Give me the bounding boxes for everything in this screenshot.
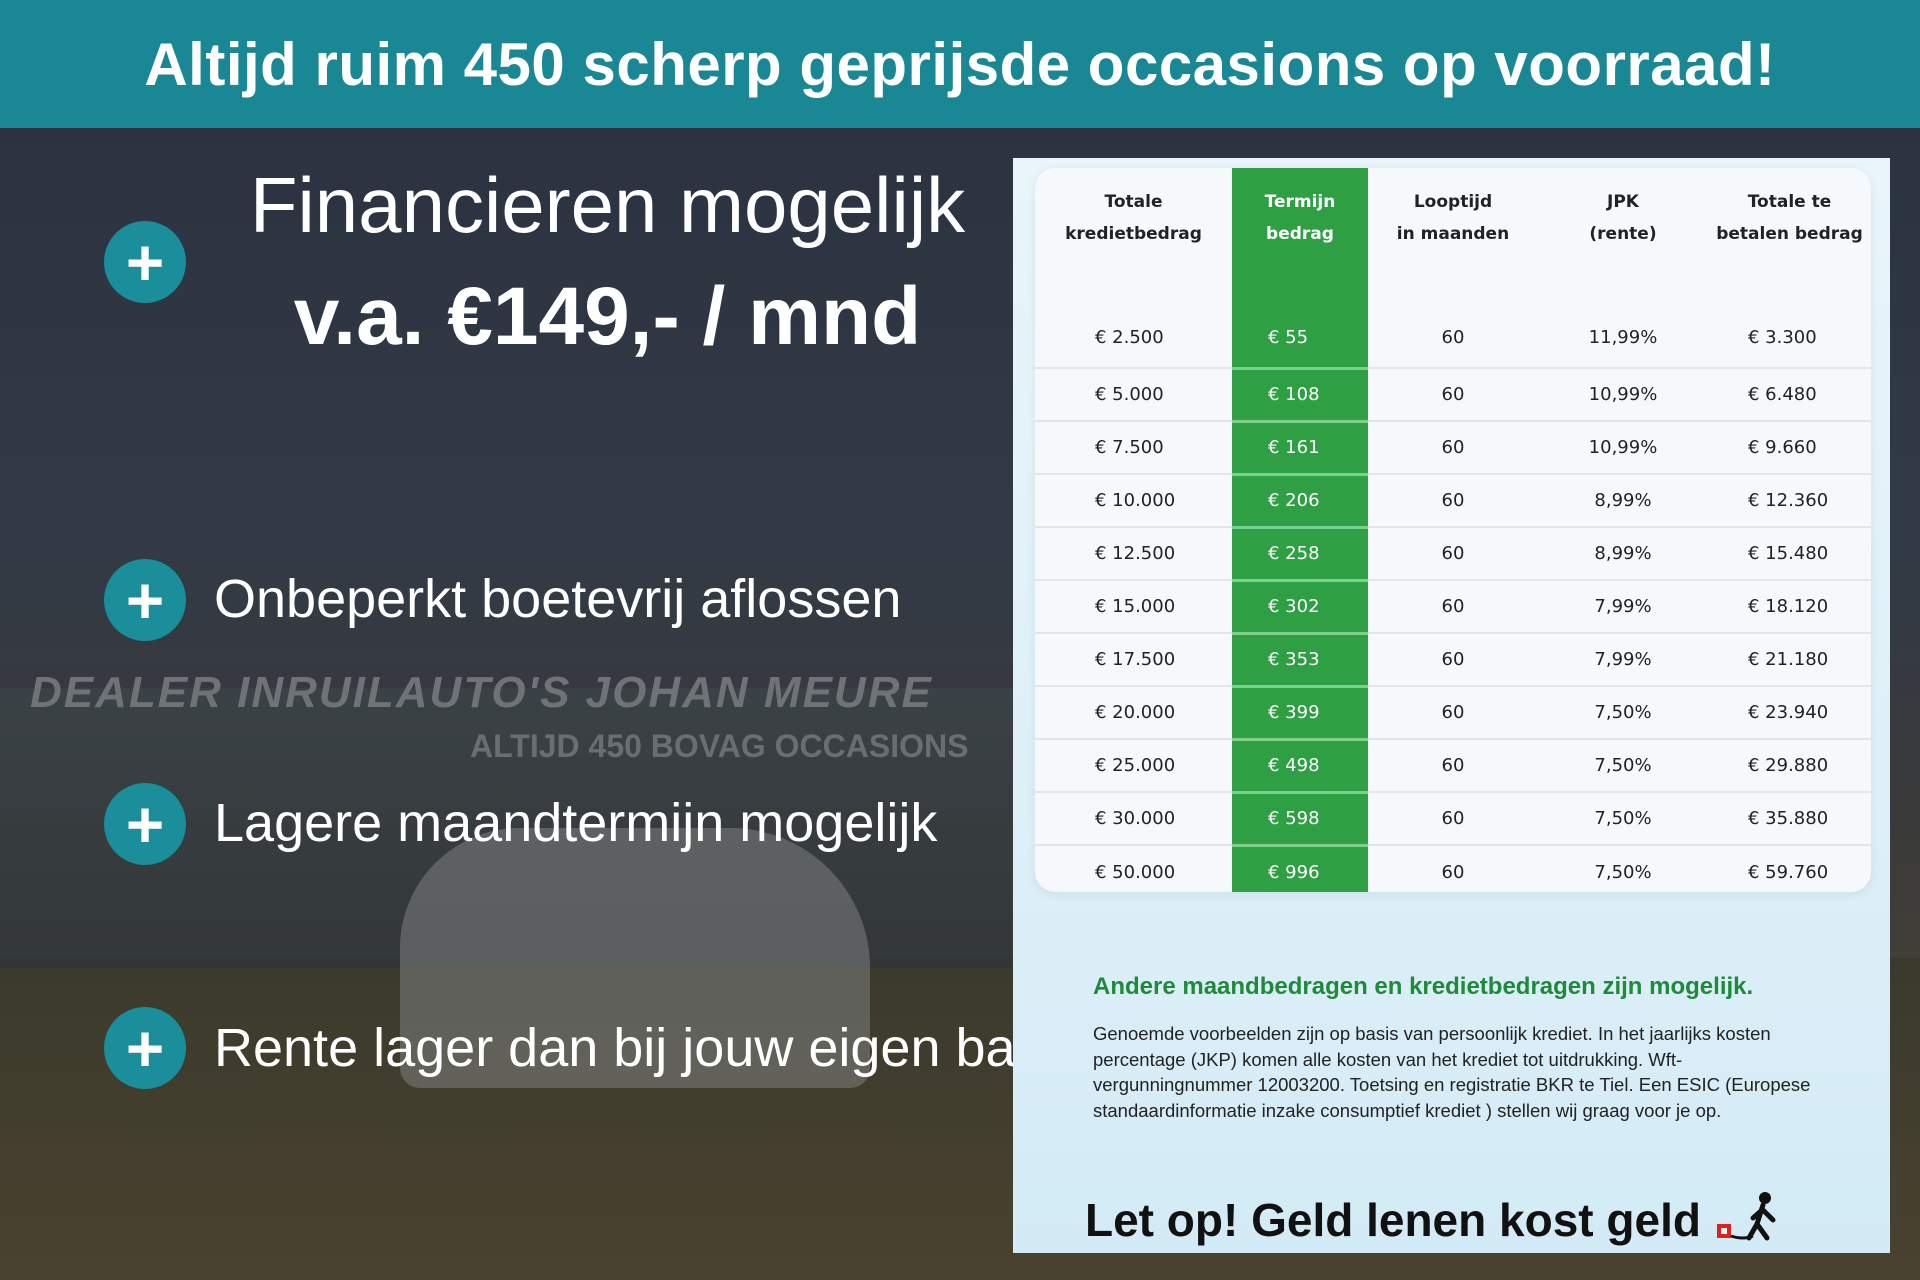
cell-total-credit: € 10.000 xyxy=(1035,474,1232,528)
dealership-sign: DEALER INRUILAUTO'S JOHAN MEURE xyxy=(30,668,933,717)
column-header-duration-months: Looptijd in maanden xyxy=(1396,192,1510,244)
cell-total-credit: € 15.000 xyxy=(1035,580,1232,634)
table-row: € 17.500 € 353 60 7,99% € 21.180 xyxy=(1035,633,1871,688)
table-row: € 7.500 € 161 60 10,99% € 9.660 xyxy=(1035,421,1871,476)
table-row: € 25.000 € 498 60 7,50% € 29.880 xyxy=(1035,739,1871,794)
bullet-text: Onbeperkt boetevrij aflossen xyxy=(214,569,902,629)
column-header-term-amount: Termijn bedrag xyxy=(1264,192,1336,244)
cell-duration-months: 60 xyxy=(1368,686,1538,740)
rate-table-card: Totale kredietbedrag Termijn bedrag Loopti… xyxy=(1035,168,1871,892)
cell-duration-months: 60 xyxy=(1368,288,1538,369)
cell-term-amount: € 206 xyxy=(1232,474,1368,529)
cell-total-payable: € 21.180 xyxy=(1708,633,1871,687)
cell-total-credit: € 7.500 xyxy=(1035,421,1232,475)
cell-duration-months: 60 xyxy=(1368,421,1538,475)
cell-apr: 7,50% xyxy=(1594,861,1652,883)
cell-apr: 10,99% xyxy=(1538,368,1708,422)
cell-duration-months: 60 xyxy=(1441,861,1465,883)
dealership-sign-2: ALTIJD 450 BOVAG OCCASIONS xyxy=(470,728,969,764)
column-header-apr: JPK (rente) xyxy=(1589,192,1657,244)
plus-circle-icon: + xyxy=(104,221,186,303)
financing-price: v.a. €149,- / mnd xyxy=(293,271,922,362)
disclaimer-text: Genoemde voorbeelden zijn op basis van p… xyxy=(1093,1023,1811,1121)
header-banner: Altijd ruim 450 scherp geprijsde occasio… xyxy=(0,0,1920,128)
plus-circle-icon: + xyxy=(104,783,186,865)
cell-duration-months: 60 xyxy=(1368,580,1538,634)
cell-total-payable: € 18.120 xyxy=(1708,580,1871,634)
table-row: € 30.000 € 598 60 7,50% € 35.880 xyxy=(1035,792,1871,847)
table-row: € 10.000 € 206 60 8,99% € 12.360 xyxy=(1035,474,1871,529)
cell-total-credit: € 5.000 xyxy=(1035,368,1232,422)
cell-term-amount: € 353 xyxy=(1232,633,1368,688)
column-header-total-payable: Totale te betalen bedrag xyxy=(1716,192,1863,244)
cell-term-amount: € 498 xyxy=(1232,739,1368,794)
cell-total-credit: € 20.000 xyxy=(1035,686,1232,740)
warning-text: Let op! Geld lenen kost geld xyxy=(1085,1194,1701,1246)
cell-total-credit: € 25.000 xyxy=(1035,739,1232,793)
cell-apr: 7,99% xyxy=(1538,580,1708,634)
cell-term-amount: € 108 xyxy=(1232,368,1368,423)
table-row: € 20.000 € 399 60 7,50% € 23.940 xyxy=(1035,686,1871,741)
cell-apr: 7,50% xyxy=(1538,792,1708,846)
cell-term-amount: € 598 xyxy=(1232,792,1368,847)
cell-term-amount: € 302 xyxy=(1232,580,1368,635)
table-row: € 15.000 € 302 60 7,99% € 18.120 xyxy=(1035,580,1871,635)
cell-duration-months: 60 xyxy=(1368,633,1538,687)
plus-circle-icon: + xyxy=(104,1007,186,1089)
cell-total-credit: € 30.000 xyxy=(1035,792,1232,846)
cell-duration-months: 60 xyxy=(1368,792,1538,846)
cell-term-amount: € 161 xyxy=(1232,421,1368,476)
table-row: € 12.500 € 258 60 8,99% € 15.480 xyxy=(1035,527,1871,582)
warning: Let op! Geld lenen kost geld xyxy=(1085,1190,1783,1250)
rate-table: Totale kredietbedrag Termijn bedrag Loopti… xyxy=(1035,168,1871,892)
cell-term-amount: € 399 xyxy=(1232,686,1368,741)
cell-apr: 7,99% xyxy=(1538,633,1708,687)
cell-total-payable: € 9.660 xyxy=(1708,421,1871,475)
cell-apr: 7,50% xyxy=(1538,739,1708,793)
cell-total-payable: € 23.940 xyxy=(1708,686,1871,740)
column-header-total-credit: Totale kredietbedrag xyxy=(1065,192,1202,244)
cell-total-credit: € 17.500 xyxy=(1035,633,1232,687)
bullet-text: Lagere maandtermijn mogelijk xyxy=(214,793,938,853)
table-row: € 2.500 € 55 60 11,99% € 3.300 xyxy=(1035,288,1871,370)
plus-circle-icon: + xyxy=(104,559,186,641)
cell-total-payable: € 35.880 xyxy=(1708,792,1871,846)
cell-total-credit: € 12.500 xyxy=(1035,527,1232,581)
cell-apr: 7,50% xyxy=(1538,686,1708,740)
cell-duration-months: 60 xyxy=(1368,368,1538,422)
cell-total-payable: € 29.880 xyxy=(1708,739,1871,793)
financing-panel: Totale kredietbedrag Termijn bedrag Loopti… xyxy=(1013,158,1890,1253)
cell-apr: 11,99% xyxy=(1538,288,1708,369)
cell-total-payable: € 6.480 xyxy=(1708,368,1871,422)
cell-term-amount: € 258 xyxy=(1232,527,1368,582)
cell-duration-months: 60 xyxy=(1368,474,1538,528)
cell-term-amount: € 996 xyxy=(1268,861,1320,883)
cell-total-credit: € 2.500 xyxy=(1035,288,1232,369)
header-title: Altijd ruim 450 scherp geprijsde occasio… xyxy=(144,30,1776,98)
cell-total-credit: € 50.000 xyxy=(1095,861,1176,883)
cell-term-amount: € 55 xyxy=(1232,288,1368,370)
car xyxy=(400,828,870,1088)
cell-duration-months: 60 xyxy=(1368,527,1538,581)
financing-title: Financieren mogelijk xyxy=(249,161,966,249)
cell-total-payable: € 59.760 xyxy=(1748,861,1829,883)
cell-total-payable: € 15.480 xyxy=(1708,527,1871,581)
cell-apr: 8,99% xyxy=(1538,527,1708,581)
cell-apr: 10,99% xyxy=(1538,421,1708,475)
table-row: € 5.000 € 108 60 10,99% € 6.480 xyxy=(1035,368,1871,423)
bullet-text: Rente lager dan bij jouw eigen bank xyxy=(214,1018,1073,1078)
cell-duration-months: 60 xyxy=(1368,739,1538,793)
cell-apr: 8,99% xyxy=(1538,474,1708,528)
cell-total-payable: € 3.300 xyxy=(1708,288,1871,369)
table-row: € 50.000 € 996 60 7,50% € 59.760 xyxy=(1035,845,1871,892)
cell-total-payable: € 12.360 xyxy=(1708,474,1871,528)
note-heading: Andere maandbedragen en kredietbedragen … xyxy=(1093,973,1754,1000)
walking-person-ball-chain-icon xyxy=(1716,1192,1776,1241)
